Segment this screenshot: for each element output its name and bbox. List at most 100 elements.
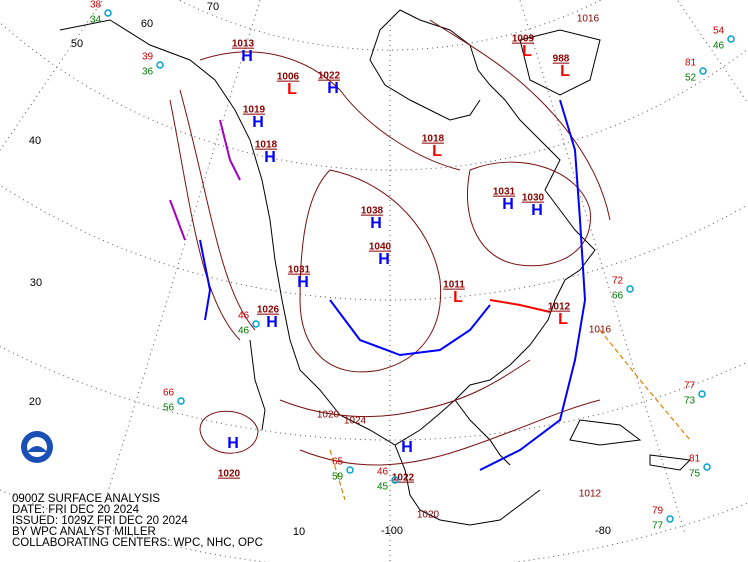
caption-line: 0900Z SURFACE ANALYSIS [12, 493, 160, 505]
caption-line: COLLABORATING CENTERS: WPC, NHC, OPC [12, 537, 263, 549]
latitude-label: 50 [71, 38, 83, 50]
pressure-center-symbol: H [401, 439, 413, 456]
station-dewpoint: 45 [377, 482, 389, 493]
station-marker [391, 476, 399, 484]
isobar-label: 1016 [589, 325, 612, 336]
latitude-label: 10 [293, 526, 305, 538]
station-temperature: 81 [685, 58, 697, 69]
pressure-center-symbol: L [453, 289, 463, 306]
pressure-center-value: 1012 [548, 302, 571, 313]
isobar-label: 1024 [344, 416, 367, 427]
station-dewpoint: 46 [713, 41, 725, 52]
latitude-label: 30 [30, 277, 42, 289]
pressure-center-symbol: H [252, 114, 264, 131]
pressure-center-symbol: L [522, 43, 532, 60]
station-marker [156, 61, 164, 69]
longitude-label: 70 [207, 1, 219, 13]
station-dewpoint: 66 [612, 291, 624, 302]
longitude-line [94, 0, 261, 536]
station-temperature: 46 [238, 311, 250, 322]
pressure-center-value: 1018 [422, 134, 445, 145]
caption-line: BY WPC ANALYST MILLER [12, 526, 156, 538]
pressure-center-value: 1040 [369, 242, 392, 253]
station-temperature: 46 [377, 467, 389, 478]
station-marker [346, 466, 354, 474]
pressure-center-symbol: H [370, 215, 382, 232]
station-marker [252, 320, 260, 328]
station-temperature: 72 [612, 276, 624, 287]
station-marker [177, 397, 185, 405]
caption-line: DATE: FRI DEC 20 2024 [12, 504, 140, 516]
pressure-center-symbol: H [502, 196, 514, 213]
fronts [169, 99, 691, 501]
pressure-center-value: 1031 [493, 187, 516, 198]
station-temperature: 39 [142, 52, 154, 63]
noaa-logo [21, 431, 53, 463]
station-marker [727, 35, 735, 43]
station-temperature: 66 [163, 388, 175, 399]
station-dewpoint: 36 [142, 67, 154, 78]
pressure-center-symbol: L [560, 63, 570, 80]
station-dewpoint: 77 [652, 521, 664, 532]
isobar-label: 1012 [579, 489, 602, 500]
pressure-center-value: 1026 [257, 305, 280, 316]
station-marker [698, 390, 706, 398]
station-dewpoint: 34 [90, 15, 102, 26]
longitude-label: -100 [381, 525, 403, 537]
station-marker [104, 9, 112, 17]
station-dewpoint: 52 [685, 73, 697, 84]
pressure-center-value: 1020 [218, 469, 241, 480]
station-dewpoint: 75 [689, 469, 701, 480]
station-temperature: 38 [90, 0, 102, 11]
latitude-label: 60 [141, 18, 153, 30]
pressure-center-symbol: H [297, 274, 309, 291]
latitude-label: 40 [29, 135, 41, 147]
pressure-center-value: 1022 [392, 473, 415, 484]
pressure-center-symbol: H [264, 149, 276, 166]
station-temperature: 81 [689, 454, 701, 465]
station-dewpoint: 59 [332, 472, 344, 483]
isobar-label: 1020 [417, 510, 440, 521]
pressure-center-symbol: L [287, 81, 297, 98]
station-temperature: 77 [684, 381, 696, 392]
longitude-label: -80 [595, 525, 611, 537]
pressure-center-symbol: L [558, 311, 568, 328]
pressure-center-value: 1030 [522, 193, 545, 204]
pressure-center-value: 1009 [512, 34, 535, 45]
pressure-center-symbol: H [327, 80, 339, 97]
station-marker [699, 67, 707, 75]
pressure-center-value: 1006 [277, 72, 300, 83]
station-temperature: 65 [332, 457, 344, 468]
pressure-center-symbol: H [241, 48, 253, 65]
pressure-center-value: 1019 [243, 105, 266, 116]
station-temperature: 79 [652, 506, 664, 517]
latitude-label: 20 [29, 396, 41, 408]
pressure-center-symbol: H [531, 202, 543, 219]
pressure-center-symbol: H [378, 251, 390, 268]
station-marker [626, 285, 634, 293]
pressure-center-value: 1013 [232, 39, 255, 50]
station-marker [703, 463, 711, 471]
pressure-center-value: 988 [553, 54, 570, 65]
station-dewpoint: 46 [238, 326, 250, 337]
pressure-center-symbol: H [227, 435, 239, 452]
station-dewpoint: 56 [163, 403, 175, 414]
pressure-center-symbol: H [266, 314, 278, 331]
caption-line: ISSUED: 1029Z FRI DEC 20 2024 [12, 515, 188, 527]
pressure-center-value: 1038 [361, 206, 384, 217]
isobar-label: 1020 [317, 410, 340, 421]
pressure-center-symbol: L [432, 143, 442, 160]
longitude-line [519, 0, 686, 536]
station-dewpoint: 73 [684, 396, 696, 407]
pressure-center-value: 1031 [288, 265, 311, 276]
station-marker [666, 515, 674, 523]
isobar-label: 1016 [577, 14, 600, 25]
pressure-center-value: 1018 [255, 140, 278, 151]
pressure-center-value: 1022 [318, 71, 341, 82]
pressure-center-value: 1011 [443, 280, 465, 291]
station-temperature: 54 [713, 26, 725, 37]
